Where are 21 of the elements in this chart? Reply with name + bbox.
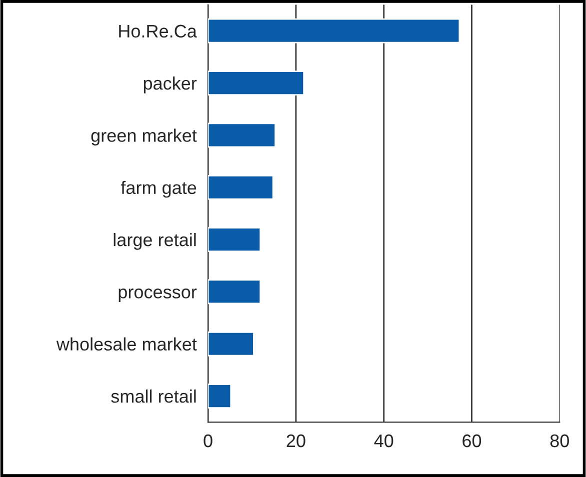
x-tick-label: 0 — [204, 434, 212, 448]
bar — [208, 384, 232, 408]
y-tick-label: packer — [144, 76, 197, 94]
x-tick-label: 60 — [462, 434, 482, 448]
x-tick-label: 40 — [374, 434, 394, 448]
y-tick-label: farm gate — [120, 180, 196, 198]
x-tick-label: 80 — [550, 434, 569, 448]
y-tick-label: wholesale market — [56, 337, 197, 351]
bar — [208, 227, 262, 252]
y-tick-label: small retail — [111, 390, 196, 403]
bar — [208, 70, 305, 96]
y-tick-label: large retail — [114, 233, 196, 250]
y-tick-label: green market — [91, 128, 197, 146]
y-tick-label: Ho.Re.Ca — [119, 24, 197, 38]
bar — [208, 331, 254, 356]
bar — [208, 279, 262, 304]
bar — [208, 122, 276, 148]
bar — [208, 174, 274, 200]
y-tick-label: processor — [118, 288, 197, 302]
bar — [208, 18, 460, 44]
x-tick-label: 20 — [286, 434, 306, 448]
